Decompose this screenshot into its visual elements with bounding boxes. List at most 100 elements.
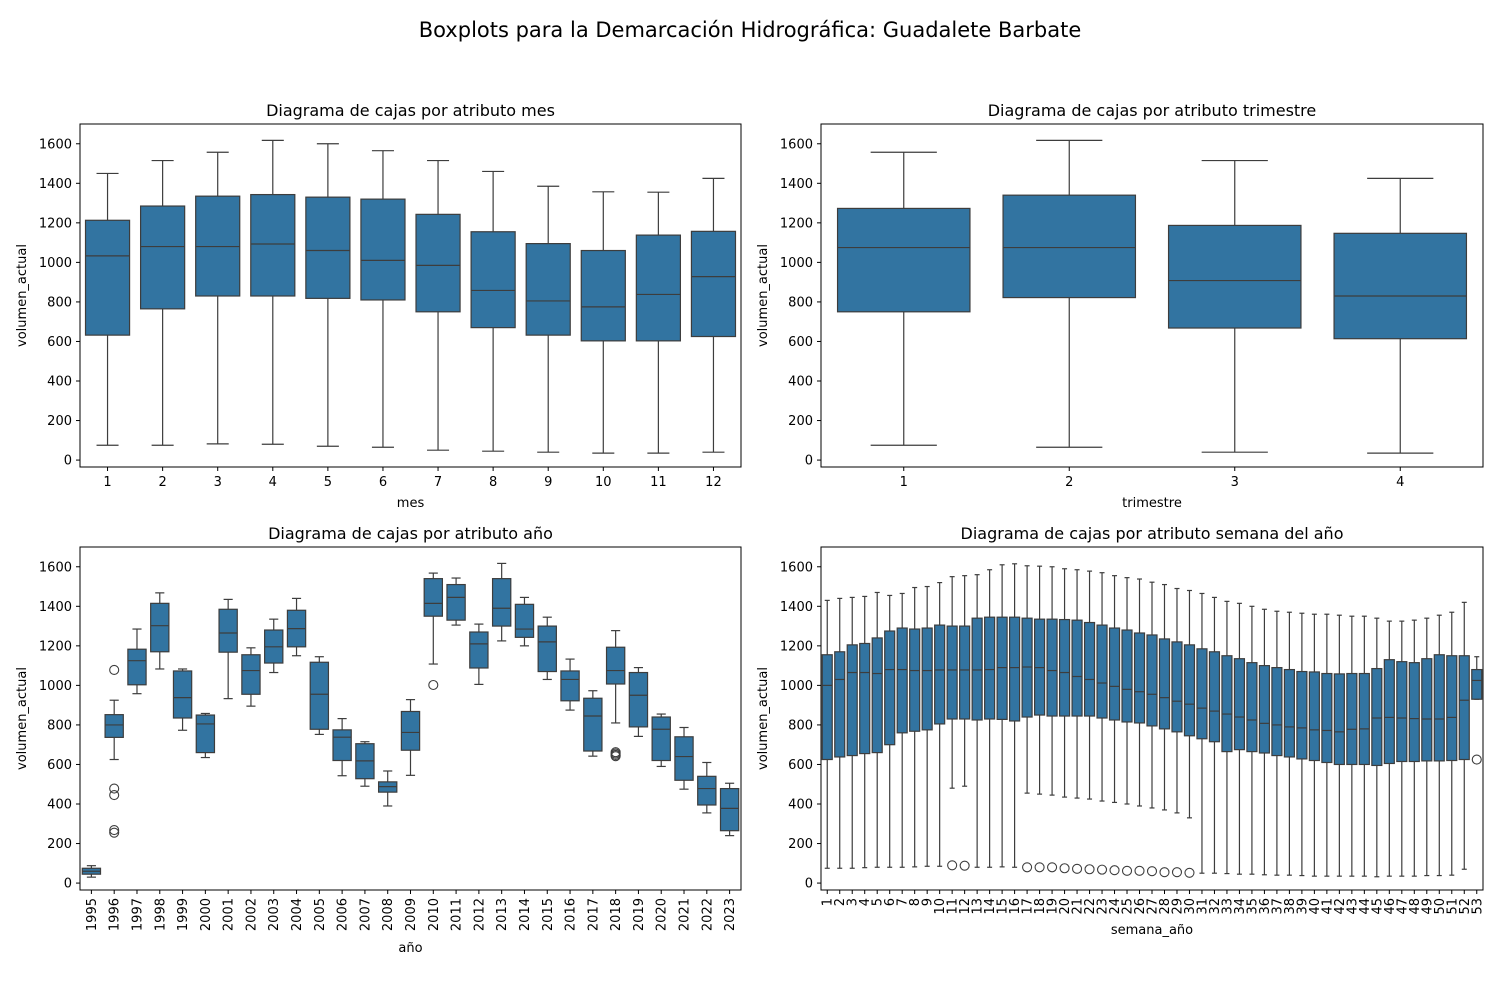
- x-tick-label: 6: [379, 475, 387, 490]
- box-27: [1146, 581, 1158, 877]
- box-49: [1421, 617, 1433, 877]
- y-tick-label: 600: [47, 758, 72, 773]
- x-tick-label: 7: [896, 898, 911, 906]
- box-36: [1258, 608, 1271, 876]
- box-iqr: [1133, 632, 1146, 724]
- x-tick-label: 50: [1433, 898, 1448, 915]
- box-iqr: [1296, 670, 1308, 760]
- box-iqr: [1333, 673, 1345, 766]
- figure-title: Boxplots para la Demarcación Hidrográfic…: [419, 18, 1082, 42]
- x-tick-label: 26: [1133, 898, 1148, 915]
- x-tick-label: 10: [595, 475, 612, 490]
- box-iqr: [172, 670, 193, 719]
- box-2002: [241, 647, 261, 707]
- box-iqr: [1308, 671, 1320, 762]
- box-29: [1171, 587, 1183, 878]
- y-tick-label: 600: [788, 758, 813, 773]
- x-tick-label: 35: [1245, 898, 1260, 915]
- x-tick-label: 2010: [427, 898, 442, 931]
- outlier-point: [1096, 864, 1108, 875]
- y-tick-label: 1200: [39, 216, 72, 231]
- box-21: [1071, 569, 1083, 874]
- box-iqr: [1171, 641, 1183, 733]
- box-iqr: [250, 193, 296, 297]
- x-tick-label: 11: [946, 898, 961, 915]
- outlier-point: [1072, 863, 1083, 874]
- box-17: [1021, 565, 1033, 873]
- box-iqr: [1446, 655, 1458, 762]
- x-tick-label: 42: [1333, 898, 1348, 915]
- x-tick-label: 8: [489, 475, 497, 490]
- y-tick-label: 1200: [780, 639, 813, 654]
- box-iqr: [834, 651, 846, 758]
- x-axis-label: mes: [397, 496, 425, 511]
- box-iqr: [836, 207, 971, 313]
- box-2018: [605, 630, 626, 762]
- x-tick-label: 2001: [222, 898, 237, 931]
- y-tick-label: 1200: [780, 216, 813, 231]
- box-6: [884, 594, 896, 868]
- box-2023: [719, 782, 740, 837]
- y-tick-label: 400: [47, 798, 72, 813]
- x-tick-label: 32: [1208, 898, 1223, 915]
- y-tick-label: 1600: [780, 560, 813, 575]
- x-tick-label: 31: [1195, 898, 1210, 915]
- x-tick-label: 23: [1096, 898, 1111, 915]
- box-iqr: [1258, 665, 1271, 754]
- x-tick-label: 2023: [723, 898, 738, 931]
- box-2011: [446, 577, 466, 626]
- outlier-point: [1134, 865, 1145, 876]
- x-tick-label: 25: [1121, 898, 1136, 915]
- x-tick-label: 2004: [290, 898, 305, 931]
- box-10: [580, 191, 626, 454]
- box-iqr: [150, 602, 170, 653]
- x-tick-label: 46: [1383, 898, 1398, 915]
- x-tick-label: 14: [983, 898, 998, 915]
- box-37: [1271, 610, 1283, 876]
- box-20: [1058, 568, 1071, 874]
- box-iqr: [1058, 618, 1071, 717]
- box-iqr: [1208, 651, 1221, 743]
- box-2000: [195, 712, 216, 759]
- x-tick-label: 10: [933, 898, 948, 915]
- box-iqr: [628, 671, 649, 728]
- box-iqr: [1002, 194, 1137, 299]
- y-tick-label: 200: [788, 837, 813, 852]
- box-iqr: [360, 198, 406, 301]
- outlier-point: [1109, 865, 1120, 876]
- box-iqr: [884, 630, 896, 746]
- box-1998: [150, 592, 170, 670]
- box-40: [1308, 613, 1320, 877]
- x-tick-label: 3: [846, 898, 861, 906]
- box-iqr: [491, 578, 512, 627]
- panel-title: Diagrama de cajas por atributo mes: [266, 101, 555, 120]
- box-1997: [127, 628, 147, 695]
- box-iqr: [1009, 616, 1021, 722]
- box-3: [195, 151, 241, 445]
- box-22: [1083, 570, 1096, 875]
- x-tick-label: 17: [1021, 898, 1036, 915]
- x-tick-label: 1997: [130, 898, 145, 931]
- x-tick-label: 2003: [267, 898, 282, 931]
- outlier-point: [1159, 867, 1170, 878]
- y-tick-label: 1000: [39, 679, 72, 694]
- box-iqr: [1358, 672, 1370, 766]
- x-tick-label: 13: [971, 898, 986, 915]
- box-iqr: [195, 714, 216, 754]
- plot-frame: [820, 123, 1484, 468]
- box-13: [971, 574, 983, 868]
- box-9: [525, 185, 571, 453]
- x-tick-label: 53: [1470, 898, 1485, 915]
- box-iqr: [127, 648, 147, 686]
- box-iqr: [921, 627, 933, 731]
- box-iqr: [415, 213, 461, 313]
- panel-mes: Diagrama de cajas por atributo mes mes v…: [15, 101, 742, 511]
- x-tick-label: 5: [324, 475, 332, 490]
- x-tick-label: 2020: [655, 898, 670, 931]
- box-2003: [264, 618, 284, 674]
- box-iqr: [697, 775, 717, 806]
- x-tick-label: 1995: [85, 898, 100, 931]
- x-axis-label: trimestre: [1122, 496, 1182, 511]
- box-iqr: [690, 230, 737, 338]
- box-iqr: [1283, 668, 1295, 758]
